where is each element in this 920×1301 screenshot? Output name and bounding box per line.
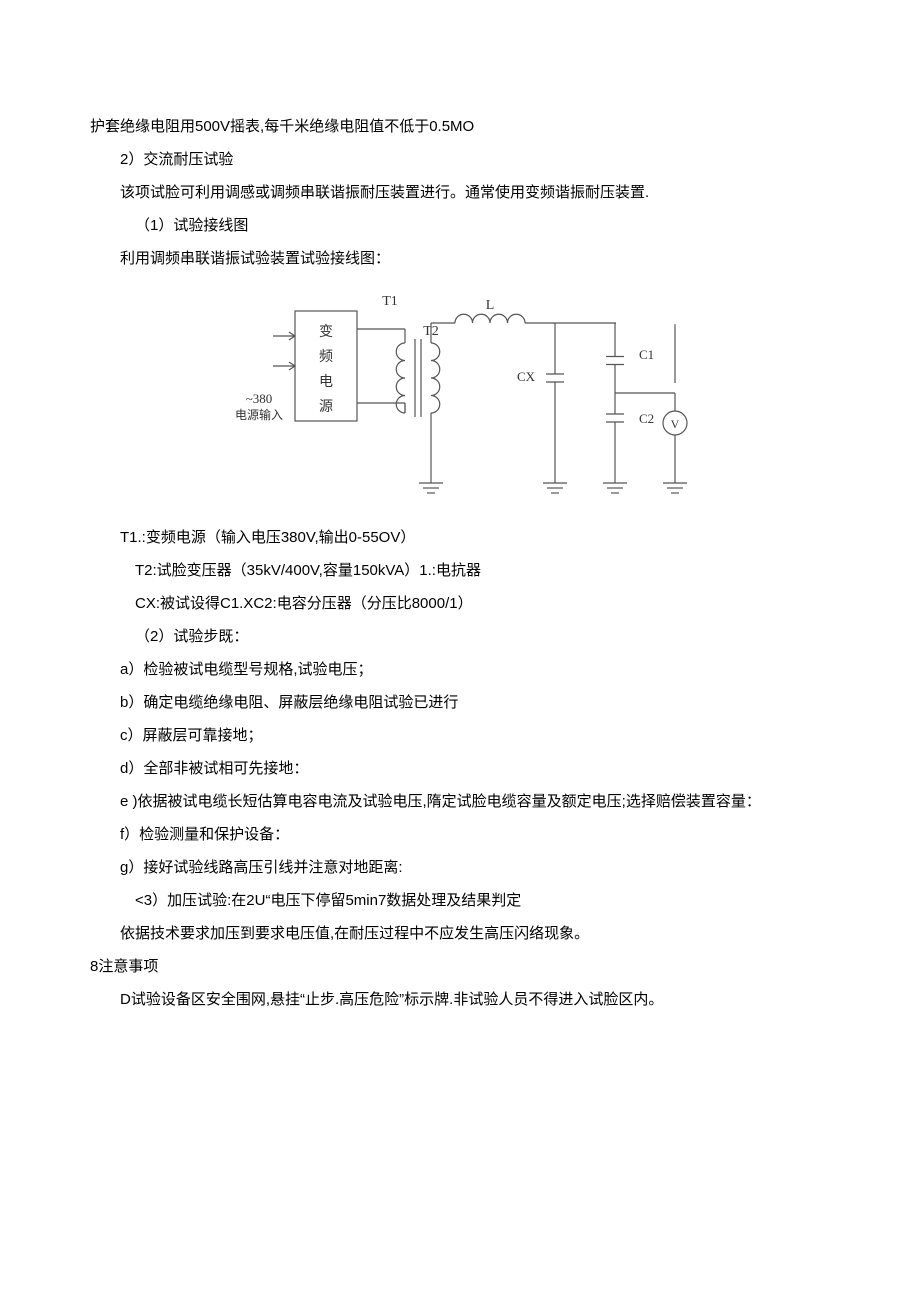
paragraph: b）确定电缆绝缘电阻、屏蔽层绝缘电阻试验已进行 — [90, 686, 830, 719]
svg-text:频: 频 — [319, 349, 333, 365]
svg-text:~380: ~380 — [246, 391, 273, 406]
paragraph: d）全部非被试相可先接地： — [90, 752, 830, 785]
paragraph: 该项试脸可利用调感或调频串联谐振耐压装置进行。通常使用变频谐振耐压装置. — [90, 176, 830, 209]
svg-text:V: V — [671, 417, 680, 431]
svg-text:CX: CX — [517, 369, 536, 384]
paragraph: c）屏蔽层可靠接地； — [90, 719, 830, 752]
svg-text:C2: C2 — [639, 411, 654, 426]
paragraph: CX:被试设得C1.XC2:电容分压器（分压比8000/1） — [90, 587, 830, 620]
paragraph: a）检验被试电缆型号规格,试验电压； — [90, 653, 830, 686]
paragraph: T2:试脸变压器（35kV/400V,容量150kVA）1.:电抗器 — [90, 554, 830, 587]
paragraph: f）检验测量和保护设备： — [90, 818, 830, 851]
svg-text:电: 电 — [319, 374, 333, 390]
paragraph: 利用调频串联谐振试验装置试验接线图： — [90, 242, 830, 275]
paragraph: <3）加压试验:在2U“电压下停留5min7数据处理及结果判定 — [90, 884, 830, 917]
paragraph: e )依据被试电缆长短估算电容电流及试验电压,隋定试脸电缆容量及额定电压;选择赔… — [90, 785, 830, 818]
paragraph: （1）试验接线图 — [90, 209, 830, 242]
svg-text:变: 变 — [319, 324, 333, 340]
paragraph: （2）试验步既： — [90, 620, 830, 653]
paragraph: T1.:变频电源（输入电压380V,输出0-55OV） — [90, 521, 830, 554]
svg-text:T1: T1 — [382, 294, 398, 309]
paragraph: 护套绝缘电阻用500V摇表,每千米绝缘电阻值不低于0.5MO — [90, 110, 830, 143]
paragraph: g）接好试验线路高压引线并注意对地距离: — [90, 851, 830, 884]
section-heading: 8注意事项 — [90, 950, 830, 983]
svg-text:源: 源 — [319, 399, 333, 415]
svg-text:C1: C1 — [639, 347, 654, 362]
svg-text:电源输入: 电源输入 — [235, 407, 283, 422]
paragraph: 依据技术要求加压到要求电压值,在耐压过程中不应发生高压闪络现象。 — [90, 917, 830, 950]
paragraph: D试验设备区安全围网,悬挂“止步.高压危险”标示牌.非试验人员不得进入试脸区内。 — [90, 983, 830, 1016]
paragraph: 2）交流耐压试验 — [90, 143, 830, 176]
circuit-diagram: 变频电源~380电源输入T1T2LCXC1C2V — [90, 283, 830, 513]
svg-text:L: L — [486, 298, 495, 313]
